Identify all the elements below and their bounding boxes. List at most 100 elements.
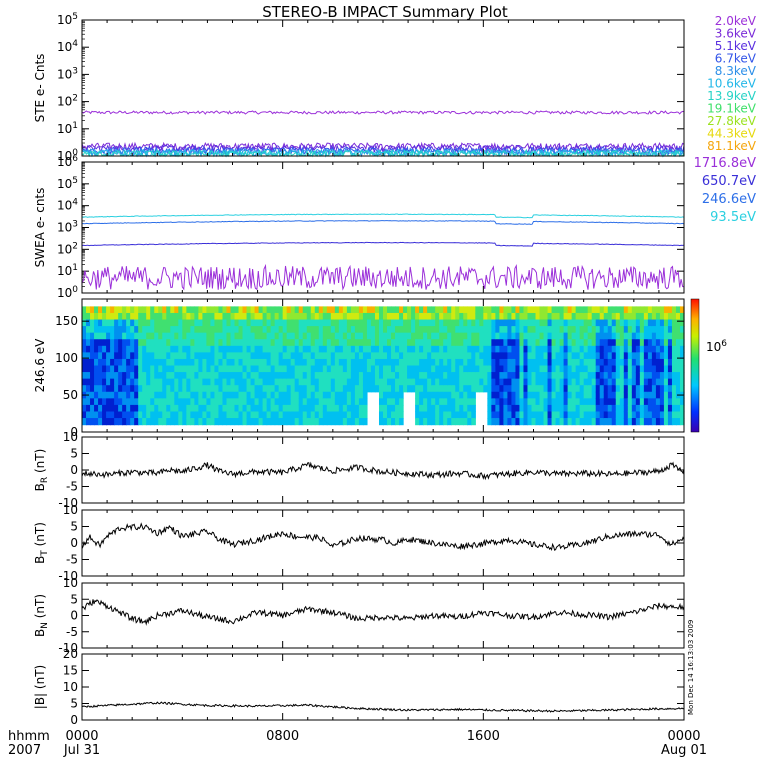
heatmap-cell <box>122 312 127 321</box>
heatmap-cell <box>483 332 488 340</box>
heatmap-cell <box>487 358 492 367</box>
heatmap-cell <box>98 339 103 347</box>
heatmap-cell <box>583 345 589 353</box>
heatmap-cell <box>250 358 256 367</box>
heatmap-cell <box>266 365 272 373</box>
heatmap-cell <box>222 411 228 419</box>
heatmap-cell <box>547 345 553 353</box>
heatmap-cell <box>435 319 440 327</box>
heatmap-cell <box>659 345 665 353</box>
heatmap-cell <box>383 398 388 406</box>
heatmap-cell <box>671 358 677 367</box>
swea-series-line <box>81 241 685 247</box>
heatmap-cell <box>190 378 195 386</box>
heatmap-cell <box>643 326 649 334</box>
heatmap-cell <box>198 319 203 327</box>
heatmap-cell <box>587 319 593 327</box>
heatmap-cell <box>391 306 396 314</box>
heatmap-cell <box>94 326 99 334</box>
heatmap-cell <box>94 339 99 347</box>
heatmap-cell <box>559 404 565 413</box>
heatmap-cell <box>567 319 573 327</box>
heatmap-cell <box>387 312 392 321</box>
heatmap-cell <box>370 365 376 373</box>
heatmap-cell <box>579 352 585 360</box>
heatmap-cell <box>499 319 504 327</box>
heatmap-cell <box>603 345 609 353</box>
heatmap-cell <box>415 339 420 347</box>
heatmap-cell <box>210 404 216 413</box>
heatmap-cell <box>82 326 87 334</box>
heatmap-cell <box>443 319 448 327</box>
heatmap-cell <box>326 306 332 314</box>
heatmap-cell <box>679 312 685 321</box>
heatmap-cell <box>539 339 545 347</box>
heatmap-cell <box>463 332 468 340</box>
heatmap-cell <box>667 345 673 353</box>
heatmap-cell <box>575 339 581 347</box>
heatmap-cell <box>439 372 444 380</box>
heatmap-cell <box>443 391 448 399</box>
heatmap-cell <box>619 345 625 353</box>
heatmap-cell <box>242 358 248 367</box>
heatmap-cell <box>302 332 308 340</box>
swea-ytick-label: 105 <box>57 176 78 191</box>
heatmap-cell <box>334 339 340 347</box>
heatmap-cell <box>543 312 549 321</box>
heatmap-cell <box>330 332 336 340</box>
heatmap-cell <box>571 358 577 367</box>
heatmap-cell <box>214 372 220 380</box>
heatmap-cell <box>326 345 332 353</box>
heatmap-cell <box>222 319 228 327</box>
heatmap-cell <box>511 418 517 426</box>
heatmap-cell <box>138 418 143 426</box>
heatmap-cell <box>527 358 533 367</box>
heatmap-cell <box>154 339 159 347</box>
heatmap-cell <box>290 352 296 360</box>
heatmap-cell <box>531 339 537 347</box>
heatmap-cell <box>527 385 533 393</box>
heatmap-cell <box>635 352 641 360</box>
bn-ytick-label: 0 <box>70 609 78 623</box>
heatmap-cell <box>423 378 428 386</box>
heatmap-cell <box>258 358 264 367</box>
heatmap-cell <box>198 312 203 321</box>
heatmap-cell <box>370 332 376 340</box>
heatmap-cell <box>130 378 135 386</box>
swea-series-line <box>81 213 685 219</box>
heatmap-cell <box>130 345 135 353</box>
heatmap-cell <box>270 358 276 367</box>
heatmap-cell <box>527 345 533 353</box>
heatmap-cell <box>555 332 561 340</box>
heatmap-cell <box>627 418 633 426</box>
heatmap-cell <box>439 306 444 314</box>
heatmap-cell <box>110 385 115 393</box>
heatmap-cell <box>659 378 665 386</box>
heatmap-cell <box>415 358 420 367</box>
heatmap-cell <box>627 385 633 393</box>
heatmap-cell <box>435 365 440 373</box>
heatmap-cell <box>571 339 577 347</box>
heatmap-cell <box>395 418 400 426</box>
heatmap-cell <box>138 378 143 386</box>
heatmap-cell <box>455 319 460 327</box>
x-axis: hhmm 2007 Jul 31 Aug 01 0000 0800 1600 0000 <box>8 729 707 758</box>
heatmap-cell <box>455 391 460 399</box>
heatmap-cell <box>178 326 183 334</box>
heatmap-cell <box>515 345 521 353</box>
heatmap-cell <box>595 411 601 419</box>
heatmap-cell <box>298 326 304 334</box>
heatmap-cell <box>443 365 448 373</box>
heatmap-cell <box>338 411 344 419</box>
heatmap-cell <box>210 411 216 419</box>
heatmap-cell <box>511 312 517 321</box>
heatmap-cell <box>194 365 199 373</box>
heatmap-cell <box>451 365 456 373</box>
heatmap-cell <box>483 306 488 314</box>
heatmap-cell <box>238 312 244 321</box>
heatmap-cell <box>354 358 360 367</box>
heatmap-cell <box>639 326 645 334</box>
heatmap-cell <box>350 345 356 353</box>
heatmap-cell <box>242 339 248 347</box>
heatmap-cell <box>547 312 553 321</box>
